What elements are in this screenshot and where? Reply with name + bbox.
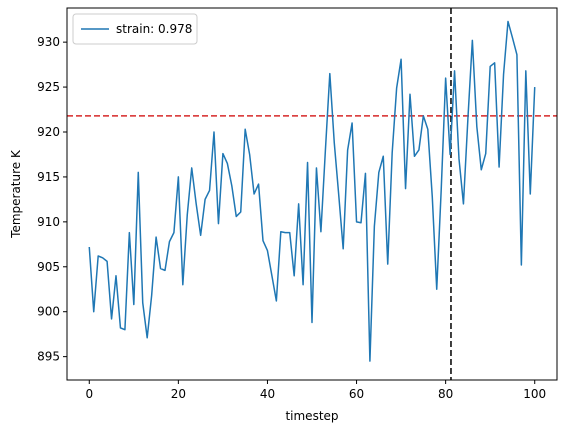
x-axis-ticks: 0 20 40 60 80 100 [85, 380, 546, 401]
y-tick-label: 905 [37, 260, 60, 274]
y-tick-label: 930 [37, 35, 60, 49]
y-axis-label: Temperature K [9, 149, 23, 239]
series-line [88, 20, 536, 362]
axes-frame [66, 7, 558, 381]
x-tick-label: 60 [349, 387, 364, 401]
legend-entry-label: strain: 0.978 [116, 22, 192, 36]
reference-lines [67, 8, 557, 380]
x-tick-label: 80 [438, 387, 453, 401]
legend: strain: 0.978 [72, 13, 198, 45]
x-tick-label: 100 [523, 387, 546, 401]
x-axis-label: timestep [285, 409, 338, 423]
x-tick-label: 0 [85, 387, 93, 401]
y-tick-label: 895 [37, 350, 60, 364]
y-tick-label: 910 [37, 215, 60, 229]
series-lines [88, 20, 536, 362]
y-tick-label: 915 [37, 170, 60, 184]
legend-box [72, 13, 198, 45]
y-tick-label: 900 [37, 305, 60, 319]
y-axis-ticks: 895 900 905 910 915 920 925 930 [37, 35, 67, 364]
x-tick-label: 20 [171, 387, 186, 401]
y-tick-label: 925 [37, 80, 60, 94]
x-tick-label: 40 [260, 387, 275, 401]
y-tick-label: 920 [37, 125, 60, 139]
